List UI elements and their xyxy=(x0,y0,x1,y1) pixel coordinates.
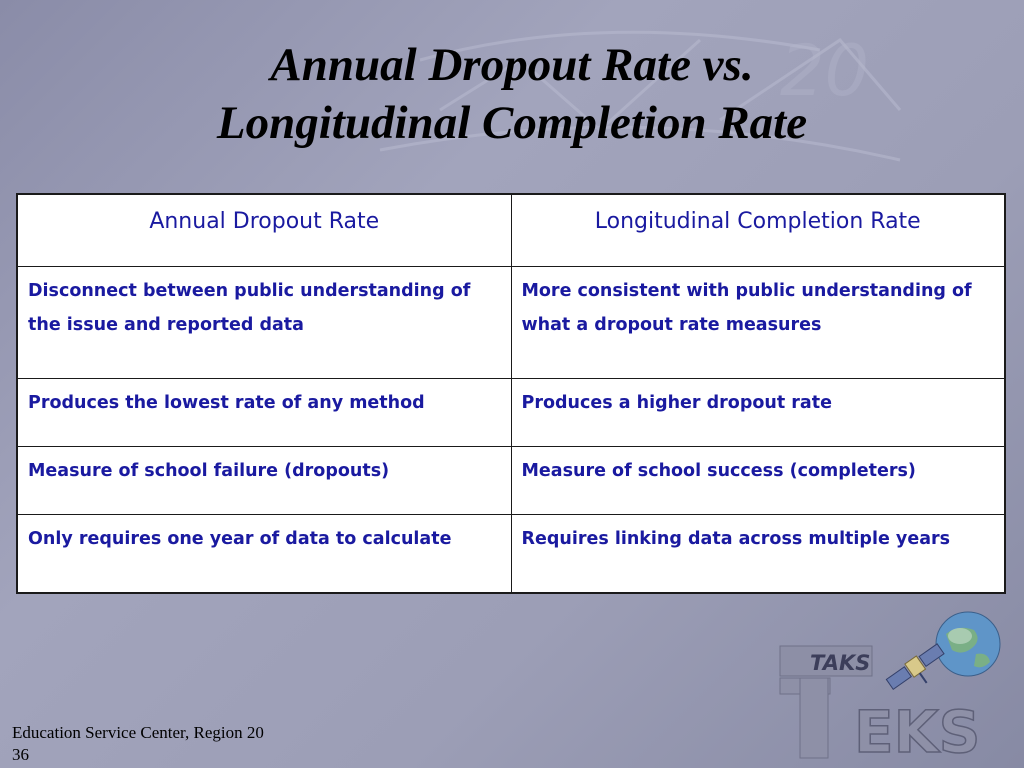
slide-footer: Education Service Center, Region 20 36 xyxy=(12,722,264,766)
logo-taks-text: TAKS xyxy=(810,651,870,675)
title-line-1: Annual Dropout Rate vs. xyxy=(270,39,754,91)
table-cell: Measure of school success (completers) xyxy=(510,445,1006,515)
table-cell: Measure of school failure (dropouts) xyxy=(16,445,512,515)
satellite-icon xyxy=(885,643,945,690)
table-cell: Produces a higher dropout rate xyxy=(510,377,1006,447)
globe-icon xyxy=(935,611,1001,677)
table-cell: Only requires one year of data to calcul… xyxy=(16,513,512,594)
slide-title: Annual Dropout Rate vs. Longitudinal Com… xyxy=(0,36,1024,152)
table-cell: Disconnect between public understanding … xyxy=(16,265,512,379)
table-cell: Produces the lowest rate of any method xyxy=(16,377,512,447)
table-row: Disconnect between public understanding … xyxy=(16,265,1006,379)
column-header-annual-dropout: Annual Dropout Rate xyxy=(16,193,512,267)
table-row: Only requires one year of data to calcul… xyxy=(16,513,1006,594)
teks-logo: TAKS EKS xyxy=(779,611,1001,762)
table-row: Measure of school failure (dropouts) Mea… xyxy=(16,445,1006,515)
logo-eks-text: EKS xyxy=(854,698,980,762)
table-row: Produces the lowest rate of any method P… xyxy=(16,377,1006,447)
table-cell: Requires linking data across multiple ye… xyxy=(510,513,1006,594)
column-header-longitudinal-completion: Longitudinal Completion Rate xyxy=(510,193,1006,267)
comparison-table: Annual Dropout Rate Longitudinal Complet… xyxy=(16,193,1006,594)
title-line-2: Longitudinal Completion Rate xyxy=(216,97,808,149)
table-header-row: Annual Dropout Rate Longitudinal Complet… xyxy=(16,193,1006,267)
footer-organization: Education Service Center, Region 20 xyxy=(12,723,264,742)
slide-number: 36 xyxy=(12,745,29,764)
svg-text:20: 20 xyxy=(780,30,869,112)
table-cell: More consistent with public understandin… xyxy=(510,265,1006,379)
